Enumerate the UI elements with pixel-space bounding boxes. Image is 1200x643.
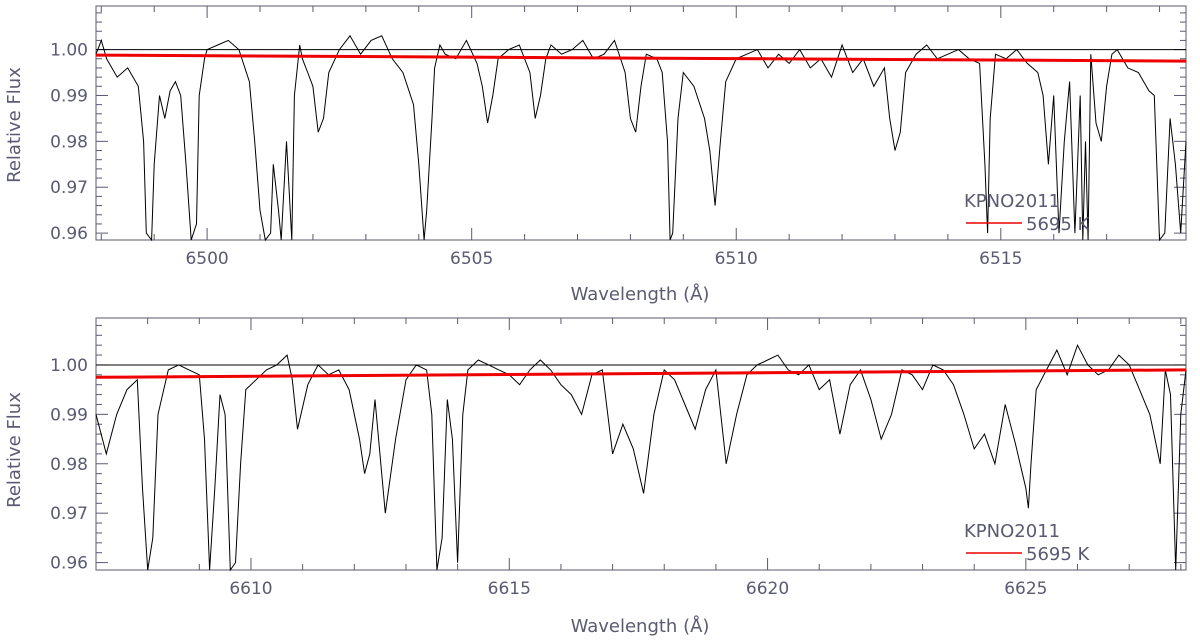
x-tick-label: 6615 (488, 579, 531, 599)
y-tick-label: 0.99 (50, 405, 88, 425)
y-tick-label: 0.96 (50, 554, 88, 574)
top-x-tick-labels: 6500 6505 6510 6515 (185, 249, 1022, 269)
x-tick-label: 6505 (450, 249, 493, 269)
top-legend-series-label: 5695 K (1026, 214, 1091, 235)
x-tick-label: 6500 (185, 249, 228, 269)
bottom-x-tick-labels: 6610 6615 6620 6625 (229, 579, 1047, 599)
top-y-tick-labels: 0.96 0.97 0.98 0.99 1.00 (50, 41, 88, 245)
top-legend-title: KPNO2011 (964, 191, 1060, 212)
bottom-legend-title: KPNO2011 (964, 521, 1060, 542)
x-tick-label: 6625 (1004, 579, 1047, 599)
top-y-axis-label: Relative Flux (4, 67, 25, 183)
bottom-legend-series-label: 5695 K (1026, 544, 1091, 565)
top-x-axis-label: Wavelength (Å) (571, 283, 710, 305)
x-tick-label: 6510 (715, 249, 758, 269)
y-tick-label: 0.99 (50, 86, 88, 106)
bottom-x-axis-label: Wavelength (Å) (571, 615, 710, 637)
top-observed-spectrum (95, 34, 1187, 242)
bottom-observed-spectrum (95, 343, 1187, 572)
y-tick-label: 1.00 (50, 356, 88, 376)
y-tick-label: 0.97 (50, 178, 88, 198)
bottom-y-axis-label: Relative Flux (4, 392, 25, 508)
y-tick-label: 0.96 (50, 224, 88, 244)
top-frame (95, 5, 1187, 241)
bottom-panel: 0.96 0.97 0.98 0.99 1.00 6610 6615 6620 6625 Wa… (4, 317, 1187, 637)
x-tick-label: 6620 (746, 579, 789, 599)
y-tick-label: 0.98 (50, 455, 88, 475)
top-panel: 0.96 0.97 0.98 0.99 1.00 6500 6505 6510 6515 Wa… (4, 5, 1187, 305)
y-tick-label: 0.98 (50, 132, 88, 152)
x-tick-label: 6515 (979, 249, 1022, 269)
bottom-model-line (95, 368, 1187, 379)
top-model-line (95, 53, 1187, 63)
bottom-y-tick-labels: 0.96 0.97 0.98 0.99 1.00 (50, 356, 88, 574)
y-tick-label: 0.97 (50, 504, 88, 524)
x-tick-label: 6610 (229, 579, 272, 599)
y-tick-label: 1.00 (50, 41, 88, 61)
